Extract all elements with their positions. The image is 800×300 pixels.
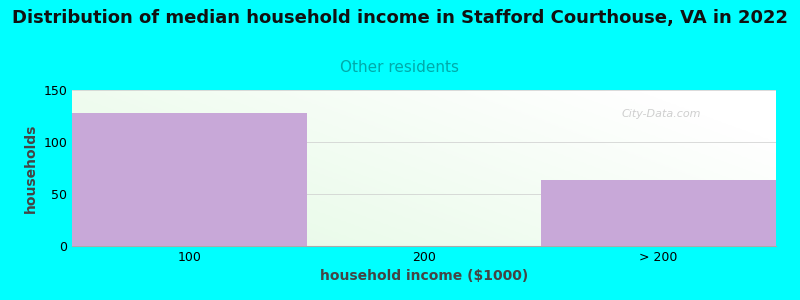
Bar [542,181,776,246]
Text: Other residents: Other residents [341,60,459,75]
Y-axis label: households: households [24,123,38,213]
Text: Distribution of median household income in Stafford Courthouse, VA in 2022: Distribution of median household income … [12,9,788,27]
Text: City-Data.com: City-Data.com [621,109,701,119]
X-axis label: household income ($1000): household income ($1000) [320,269,528,284]
Bar [72,113,306,246]
